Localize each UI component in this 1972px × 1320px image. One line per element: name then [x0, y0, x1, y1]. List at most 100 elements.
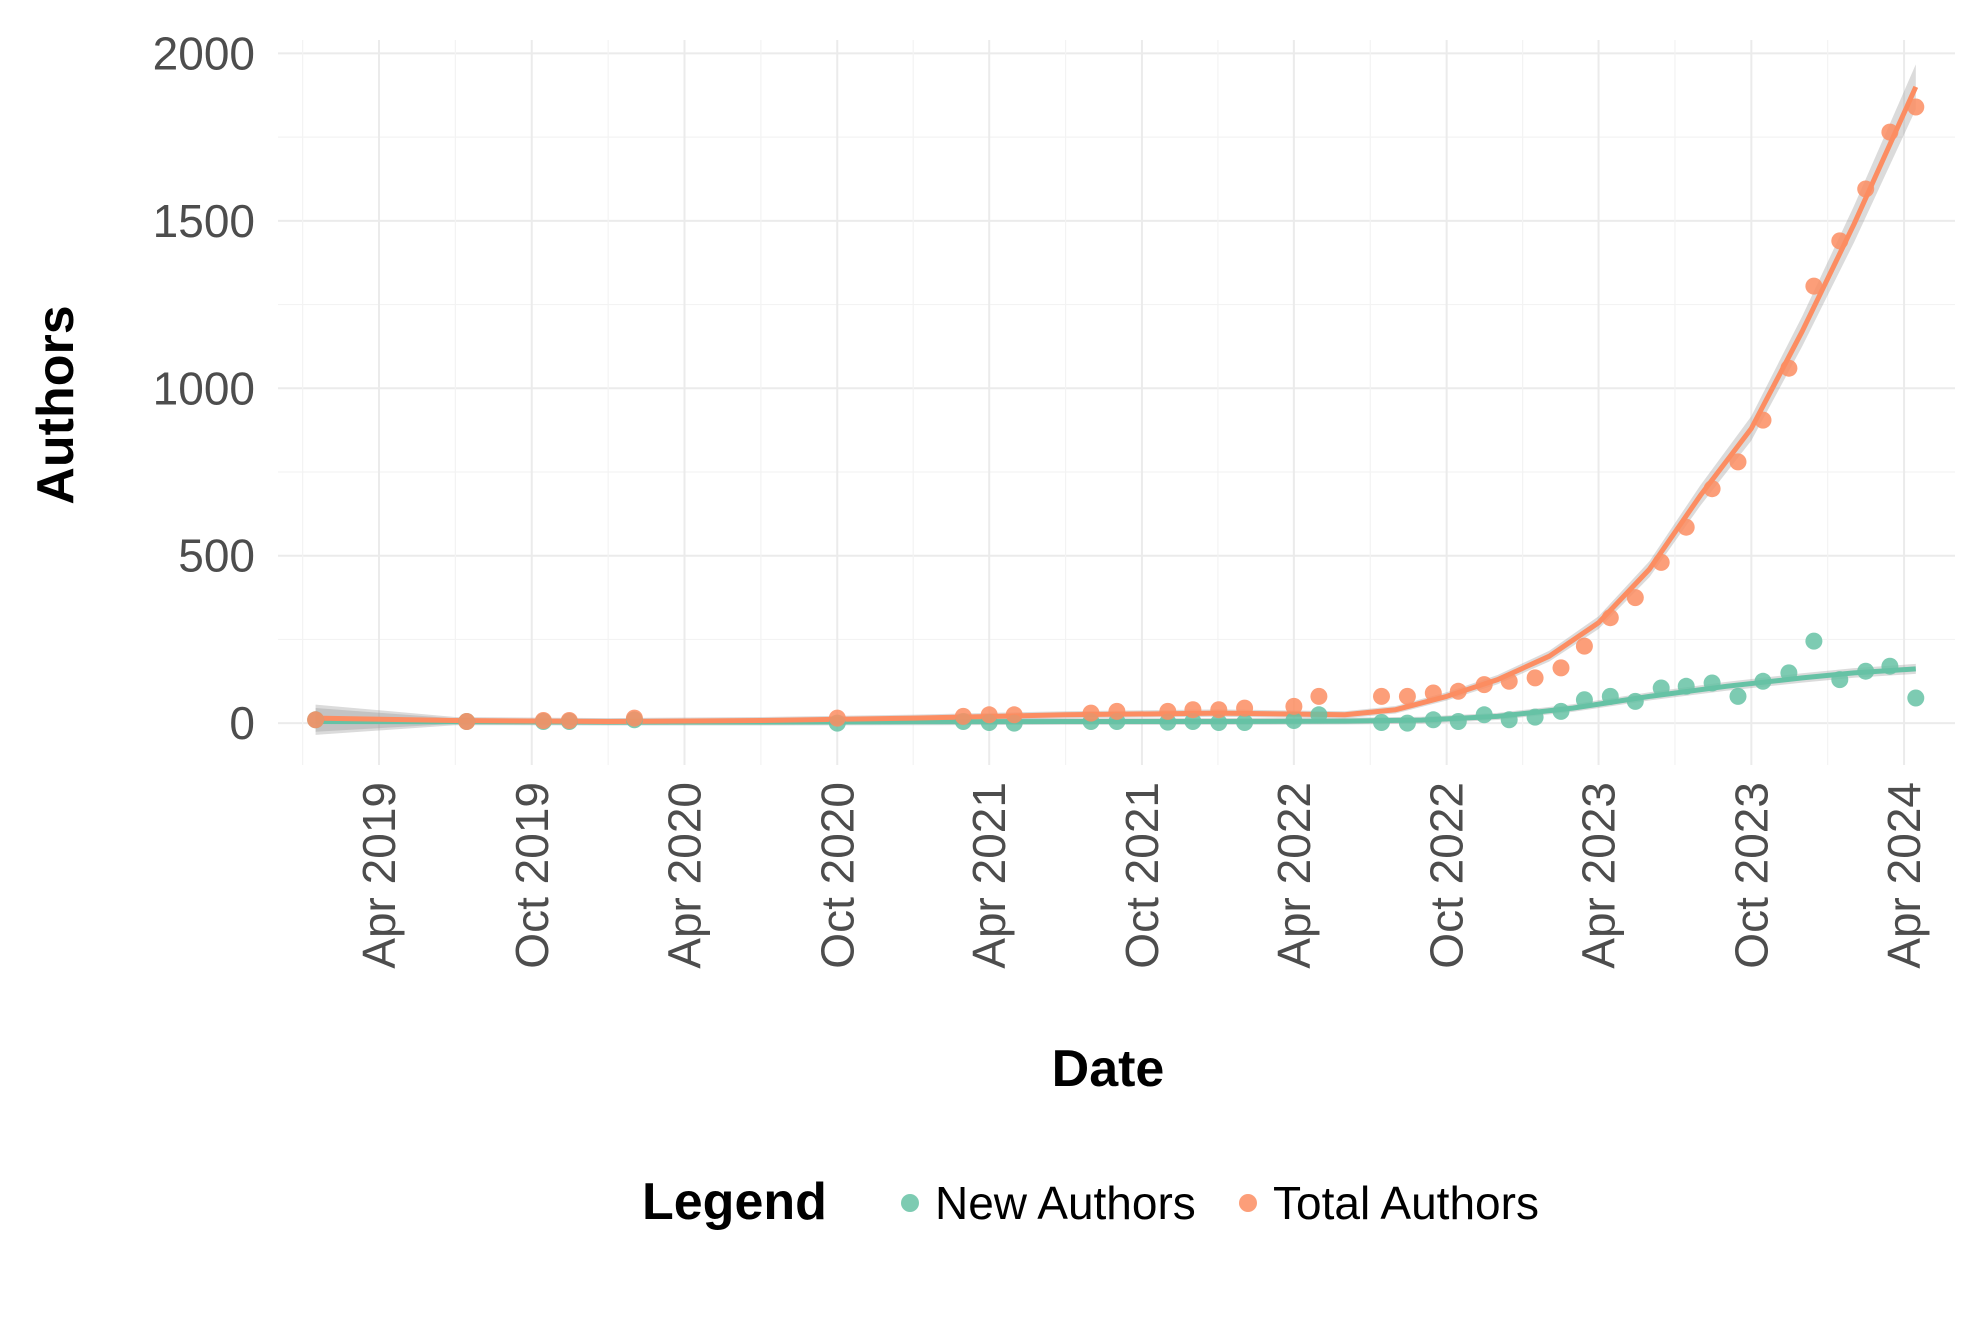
confidence-band-total-authors [315, 64, 1916, 732]
x-tick-label: Apr 2022 [1268, 782, 1320, 969]
data-point-total-authors [1310, 687, 1328, 705]
data-point-new-authors [1310, 706, 1328, 724]
data-point-new-authors [1601, 687, 1619, 705]
data-point-new-authors [1754, 672, 1772, 690]
data-point-new-authors [1526, 708, 1544, 726]
data-point-total-authors [1449, 682, 1467, 700]
x-tick-label: Oct 2020 [811, 782, 863, 969]
data-point-new-authors [1805, 632, 1823, 650]
data-point-total-authors [560, 712, 578, 729]
data-point-new-authors [1475, 706, 1493, 724]
grid [278, 40, 1955, 765]
data-point-new-authors [1210, 714, 1228, 731]
confidence-bands [315, 64, 1916, 735]
data-point-total-authors [1805, 277, 1823, 295]
x-axis-title: Date [1052, 1040, 1165, 1098]
data-point-new-authors [1677, 677, 1695, 695]
data-point-new-authors [1907, 689, 1925, 707]
y-tick-label: 2000 [153, 27, 255, 79]
data-point-total-authors [1857, 180, 1875, 198]
data-point-new-authors [1703, 674, 1721, 692]
data-point-new-authors [1424, 711, 1442, 729]
data-point-total-authors [1159, 702, 1177, 720]
y-tick-label: 0 [229, 697, 255, 749]
y-tick-label: 1000 [153, 362, 255, 414]
x-tick-label: Apr 2021 [963, 782, 1015, 969]
data-point-total-authors [1831, 232, 1849, 250]
data-point-total-authors [980, 706, 998, 724]
data-point-new-authors [1373, 714, 1390, 731]
data-point-total-authors [534, 712, 552, 729]
data-point-new-authors [1626, 692, 1644, 710]
data-point-total-authors [1677, 518, 1695, 536]
data-point-new-authors [1780, 664, 1798, 682]
data-point-total-authors [1285, 697, 1303, 715]
data-point-total-authors [1475, 676, 1493, 694]
data-point-total-authors [1601, 609, 1619, 627]
data-points [307, 98, 1925, 732]
data-point-total-authors [1729, 453, 1747, 471]
x-tick-label: Oct 2021 [1116, 782, 1168, 969]
x-tick-label: Oct 2022 [1421, 782, 1473, 969]
legend: Legend New Authors Total Authors [642, 1173, 1539, 1231]
x-tick-label: Apr 2024 [1878, 782, 1930, 969]
legend-marker-new-authors [901, 1194, 919, 1212]
data-point-new-authors [1285, 712, 1303, 729]
data-point-new-authors [1729, 687, 1747, 705]
data-point-total-authors [1652, 553, 1670, 571]
data-point-total-authors [1082, 704, 1100, 722]
data-point-total-authors [458, 713, 476, 730]
y-axis-ticks: 0 500 1000 1500 2000 [153, 27, 255, 749]
data-point-total-authors [1236, 699, 1254, 717]
legend-label-new-authors: New Authors [935, 1177, 1196, 1229]
data-point-new-authors [1552, 702, 1570, 720]
data-point-total-authors [1881, 123, 1899, 141]
data-point-total-authors [1552, 659, 1570, 677]
data-point-total-authors [1500, 672, 1518, 690]
data-point-total-authors [828, 709, 846, 727]
data-point-total-authors [1210, 701, 1228, 719]
data-point-total-authors [1703, 480, 1721, 498]
y-axis-title: Authors [27, 305, 85, 504]
data-point-total-authors [1575, 637, 1593, 655]
data-point-new-authors [1398, 714, 1416, 732]
data-point-new-authors [1857, 662, 1875, 680]
data-point-new-authors [1236, 714, 1254, 731]
data-point-new-authors [1652, 679, 1670, 697]
data-point-total-authors [307, 711, 325, 729]
data-point-total-authors [1398, 687, 1416, 705]
legend-label-total-authors: Total Authors [1273, 1177, 1539, 1229]
x-tick-label: Apr 2020 [659, 782, 711, 969]
data-point-new-authors [1184, 713, 1202, 730]
y-tick-label: 1500 [153, 195, 255, 247]
data-point-new-authors [1575, 691, 1593, 709]
trend-lines [315, 85, 1919, 725]
data-point-total-authors [1184, 701, 1202, 719]
data-point-total-authors [1907, 98, 1925, 116]
data-point-new-authors [1449, 713, 1467, 730]
data-point-new-authors [1831, 671, 1849, 689]
data-point-total-authors [1005, 706, 1023, 724]
trend-line-total-authors [315, 85, 1919, 724]
data-point-total-authors [1108, 702, 1126, 720]
data-point-total-authors [625, 709, 643, 727]
y-tick-label: 500 [178, 530, 255, 582]
legend-marker-total-authors [1239, 1194, 1257, 1212]
x-axis-ticks: Apr 2019 Oct 2019 Apr 2020 Oct 2020 Apr 2021… [353, 782, 1930, 969]
data-point-total-authors [1373, 687, 1390, 705]
data-point-total-authors [1754, 411, 1772, 429]
x-tick-label: Apr 2019 [353, 782, 405, 969]
x-tick-label: Oct 2019 [506, 782, 558, 969]
data-point-new-authors [1881, 657, 1899, 675]
data-point-total-authors [1626, 589, 1644, 607]
data-point-total-authors [1526, 669, 1544, 687]
data-point-total-authors [1780, 359, 1798, 377]
x-tick-label: Apr 2023 [1573, 782, 1625, 969]
x-tick-label: Oct 2023 [1725, 782, 1777, 969]
legend-title: Legend [642, 1173, 827, 1231]
data-point-total-authors [954, 707, 972, 725]
data-point-total-authors [1424, 684, 1442, 702]
data-point-new-authors [1500, 711, 1518, 729]
